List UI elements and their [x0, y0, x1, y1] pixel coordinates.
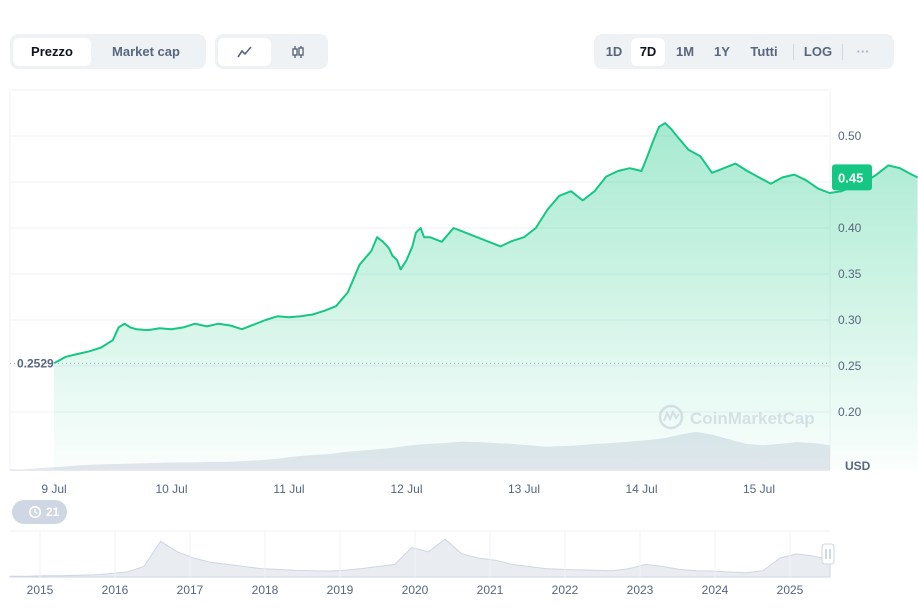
x-tick-label: 13 Jul — [508, 482, 540, 496]
navigator-year-label: 2016 — [102, 583, 129, 597]
candlestick-icon — [291, 45, 304, 58]
tab-price[interactable]: Prezzo — [13, 37, 91, 66]
current-price-badge: 0.45 — [832, 164, 872, 191]
log-scale-button[interactable]: LOG — [803, 44, 833, 59]
range-1d[interactable]: 1D — [605, 44, 623, 59]
x-tick-label: 11 Jul — [273, 482, 304, 496]
navigator-year-label: 2017 — [177, 583, 204, 597]
x-tick-label: 15 Jul — [743, 482, 775, 496]
history-badge[interactable]: 21 — [12, 500, 68, 524]
range-navigator[interactable]: 2015 2016 2017 2018 2019 2020 2021 2022 2023 2024… — [9, 530, 835, 597]
navigator-year-label: 2020 — [402, 583, 429, 597]
range-7d[interactable]: 7D — [631, 37, 665, 66]
more-options-button[interactable]: ··· — [856, 44, 870, 59]
y-tick-label: 0.50 — [838, 129, 862, 143]
price-marketcap-toggle: Prezzo Market cap — [10, 34, 206, 69]
line-chart-icon — [236, 45, 252, 57]
currency-label: USD — [845, 459, 871, 473]
history-icon — [29, 506, 41, 518]
x-tick-label: 12 Jul — [390, 482, 422, 496]
navigator-year-label: 2022 — [552, 583, 579, 597]
navigator-handle[interactable] — [821, 543, 835, 565]
navigator-year-label: 2024 — [702, 583, 729, 597]
navigator-year-label: 2021 — [477, 583, 504, 597]
start-price-label: 0.2529 — [17, 356, 54, 370]
current-price-value: 0.45 — [838, 170, 863, 185]
x-tick-label: 9 Jul — [41, 482, 66, 496]
y-tick-label: 0.25 — [838, 359, 862, 373]
navigator-year-label: 2019 — [327, 583, 354, 597]
navigator-year-label: 2025 — [777, 583, 804, 597]
navigator-years: 2015 2016 2017 2018 2019 2020 2021 2022 2023 2024… — [27, 583, 804, 597]
y-tick-label: 0.20 — [838, 405, 862, 419]
range-all[interactable]: Tutti — [750, 44, 778, 59]
y-tick-label: 0.30 — [838, 313, 862, 327]
history-count: 21 — [46, 505, 60, 519]
coinmarketcap-watermark: CoinMarketCap — [658, 404, 815, 430]
navigator-area — [9, 538, 831, 578]
range-divider-2 — [842, 43, 843, 60]
chart-type-toggle — [215, 34, 328, 69]
tab-market-cap[interactable]: Market cap — [112, 44, 180, 59]
navigator-year-label: 2015 — [27, 583, 54, 597]
y-tick-label: 0.40 — [838, 221, 862, 235]
candlestick-button[interactable] — [271, 38, 324, 66]
x-axis: 9 Jul 10 Jul 11 Jul 12 Jul 13 Jul 14 Jul 15 Ju… — [41, 482, 775, 496]
price-area-fill — [54, 123, 918, 470]
line-chart-button[interactable] — [218, 37, 271, 66]
price-series-line — [53, 122, 918, 365]
navigator-year-label: 2023 — [627, 583, 654, 597]
x-tick-label: 14 Jul — [625, 482, 657, 496]
x-tick-label: 10 Jul — [155, 482, 187, 496]
range-1y[interactable]: 1Y — [714, 44, 730, 59]
range-1m[interactable]: 1M — [675, 44, 695, 59]
navigator-year-label: 2018 — [252, 583, 279, 597]
y-tick-label: 0.35 — [838, 267, 862, 281]
navigator-grid — [10, 530, 830, 578]
time-range-toggle: 1D 7D 1M 1Y Tutti LOG ··· — [594, 34, 894, 69]
svg-text:CoinMarketCap: CoinMarketCap — [690, 409, 815, 428]
range-divider — [793, 43, 794, 60]
